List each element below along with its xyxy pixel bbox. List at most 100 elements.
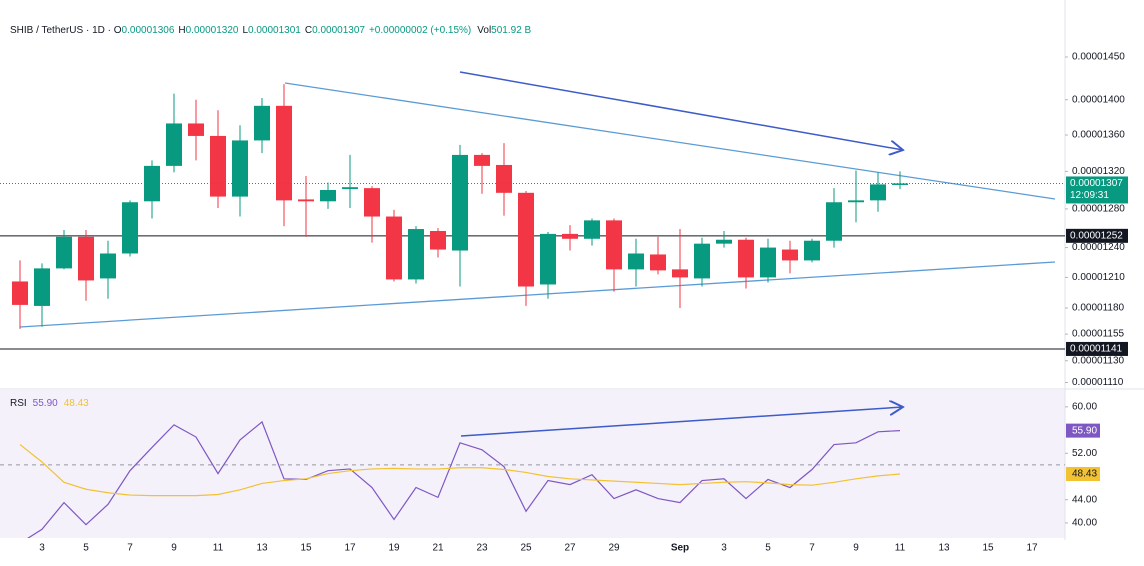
candle-body (672, 269, 688, 278)
x-tick-label: 7 (809, 543, 815, 554)
y-tick-label: 0.00001280 (1072, 204, 1125, 215)
value-tag (1066, 466, 1100, 481)
x-tick-label: 29 (608, 543, 620, 554)
x-tick-label: 5 (83, 543, 89, 554)
rsi-pane (0, 390, 1065, 538)
change: +0.00000002 (+0.15%) (369, 25, 471, 36)
level-label: 0.00001252 (1070, 230, 1123, 241)
ohlc-key: O (114, 25, 122, 36)
rsi-line (27, 420, 901, 538)
ohlc-key: C (305, 25, 312, 36)
trendline-upper (284, 82, 1056, 200)
x-tick-label: 21 (432, 543, 444, 554)
ma-value: 48.43 (64, 398, 89, 409)
y-tick-label: 0.00001240 (1072, 242, 1125, 253)
candle-body (540, 233, 556, 285)
candle-body (56, 236, 72, 269)
symbol: SHIB / TetherUS (10, 25, 84, 36)
rsi-lines (19, 420, 901, 538)
trendline-lower (19, 261, 1056, 328)
x-tick-label: 17 (1026, 543, 1038, 554)
candle-body (562, 233, 578, 239)
candle-body (782, 249, 798, 261)
candle-body (606, 220, 622, 270)
y-tick-label: 0.00001360 (1072, 130, 1125, 141)
x-tick-label: 17 (344, 543, 356, 554)
x-tick-label: 7 (127, 543, 133, 554)
price-arrow (459, 71, 903, 150)
candle-body (408, 229, 424, 280)
x-tick-label: 27 (564, 543, 576, 554)
ohlc-value: 0.00001301 (248, 25, 301, 36)
rsi-line (19, 444, 901, 497)
candle-body (694, 243, 710, 279)
rsi-value: 55.90 (33, 398, 58, 409)
candle-body (232, 140, 248, 197)
candle-body (188, 123, 204, 136)
x-tick-label: 25 (520, 543, 532, 554)
x-tick-label: 3 (39, 543, 45, 554)
y-tick-label: 60.00 (1072, 401, 1097, 412)
countdown: 12:09:31 (1070, 190, 1109, 201)
candle-body (584, 220, 600, 239)
candle-body (276, 105, 292, 201)
value-tag-label: 48.43 (1072, 469, 1097, 480)
candle-body (166, 123, 182, 166)
candle-body (430, 230, 446, 250)
candle-body (298, 199, 314, 202)
ohlc-value: 0.00001306 (122, 25, 175, 36)
value-tag (1066, 423, 1100, 438)
volume: 501.92 B (491, 25, 531, 36)
candle-body (100, 253, 116, 279)
candle-body (364, 188, 380, 217)
candle-body (78, 236, 94, 281)
rsi-legend: RSI 55.90 48.43 (10, 398, 89, 409)
candle-body (386, 216, 402, 280)
y-tick-label: 52.00 (1072, 448, 1097, 459)
candle-body (122, 202, 138, 254)
candle-body (210, 135, 226, 197)
header: SHIB / TetherUS · 1D · O0.00001306 H0.000… (10, 25, 532, 36)
x-tick-label: 13 (938, 543, 950, 554)
ohlc-value: 0.00001307 (312, 25, 365, 36)
y-tick-label: 0.00001180 (1072, 303, 1125, 314)
y-tick-label: 0.00001210 (1072, 272, 1125, 283)
candle-body (650, 254, 666, 271)
candle-body (760, 247, 776, 278)
candle-body (892, 183, 908, 185)
x-tick-label: 5 (765, 543, 771, 554)
x-tick-label: 15 (982, 543, 994, 554)
x-tick-label: 11 (213, 543, 224, 554)
candle-body (320, 190, 336, 202)
x-tick-label: 19 (388, 543, 400, 554)
x-tick-label: 11 (895, 543, 906, 554)
y-tick-label: 0.00001130 (1072, 355, 1125, 366)
volume-key: Vol (477, 25, 491, 36)
candle-body (474, 154, 490, 166)
value-tag-label: 55.90 (1072, 425, 1097, 436)
candle-body (342, 187, 358, 190)
x-tick-label: 15 (300, 543, 312, 554)
ohlc-value: 0.00001320 (186, 25, 239, 36)
level-tag (1066, 228, 1128, 243)
last-price-label: 0.00001307 (1070, 178, 1123, 189)
y-tick-label: 44.00 (1072, 494, 1097, 505)
candle-body (804, 240, 820, 261)
candle-body (628, 253, 644, 270)
y-tick-label: 0.00001320 (1072, 166, 1125, 177)
y-tick-label: 0.00001155 (1072, 329, 1125, 340)
candle-body (848, 200, 864, 203)
y-tick-label: 40.00 (1072, 518, 1097, 529)
x-tick-label: 3 (721, 543, 727, 554)
candle-body (870, 184, 886, 201)
ohlc-key: L (242, 25, 248, 36)
rsi-title: RSI (10, 398, 27, 409)
y-tick-label: 0.00001450 (1072, 52, 1125, 63)
x-tick-label: 9 (853, 543, 859, 554)
candle-body (144, 165, 160, 202)
last-price-tag (1066, 176, 1128, 204)
interval: 1D (92, 25, 105, 36)
candle-body (496, 164, 512, 193)
candle-body (518, 192, 534, 287)
